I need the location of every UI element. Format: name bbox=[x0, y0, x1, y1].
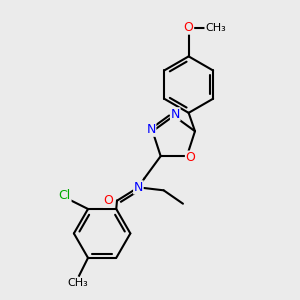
Text: Cl: Cl bbox=[59, 189, 71, 202]
Text: O: O bbox=[104, 194, 114, 207]
Text: N: N bbox=[171, 108, 180, 121]
Text: CH₃: CH₃ bbox=[205, 22, 226, 32]
Text: O: O bbox=[185, 151, 195, 164]
Text: N: N bbox=[134, 181, 143, 194]
Text: CH₃: CH₃ bbox=[67, 278, 88, 288]
Text: O: O bbox=[184, 21, 194, 34]
Text: N: N bbox=[146, 123, 156, 136]
